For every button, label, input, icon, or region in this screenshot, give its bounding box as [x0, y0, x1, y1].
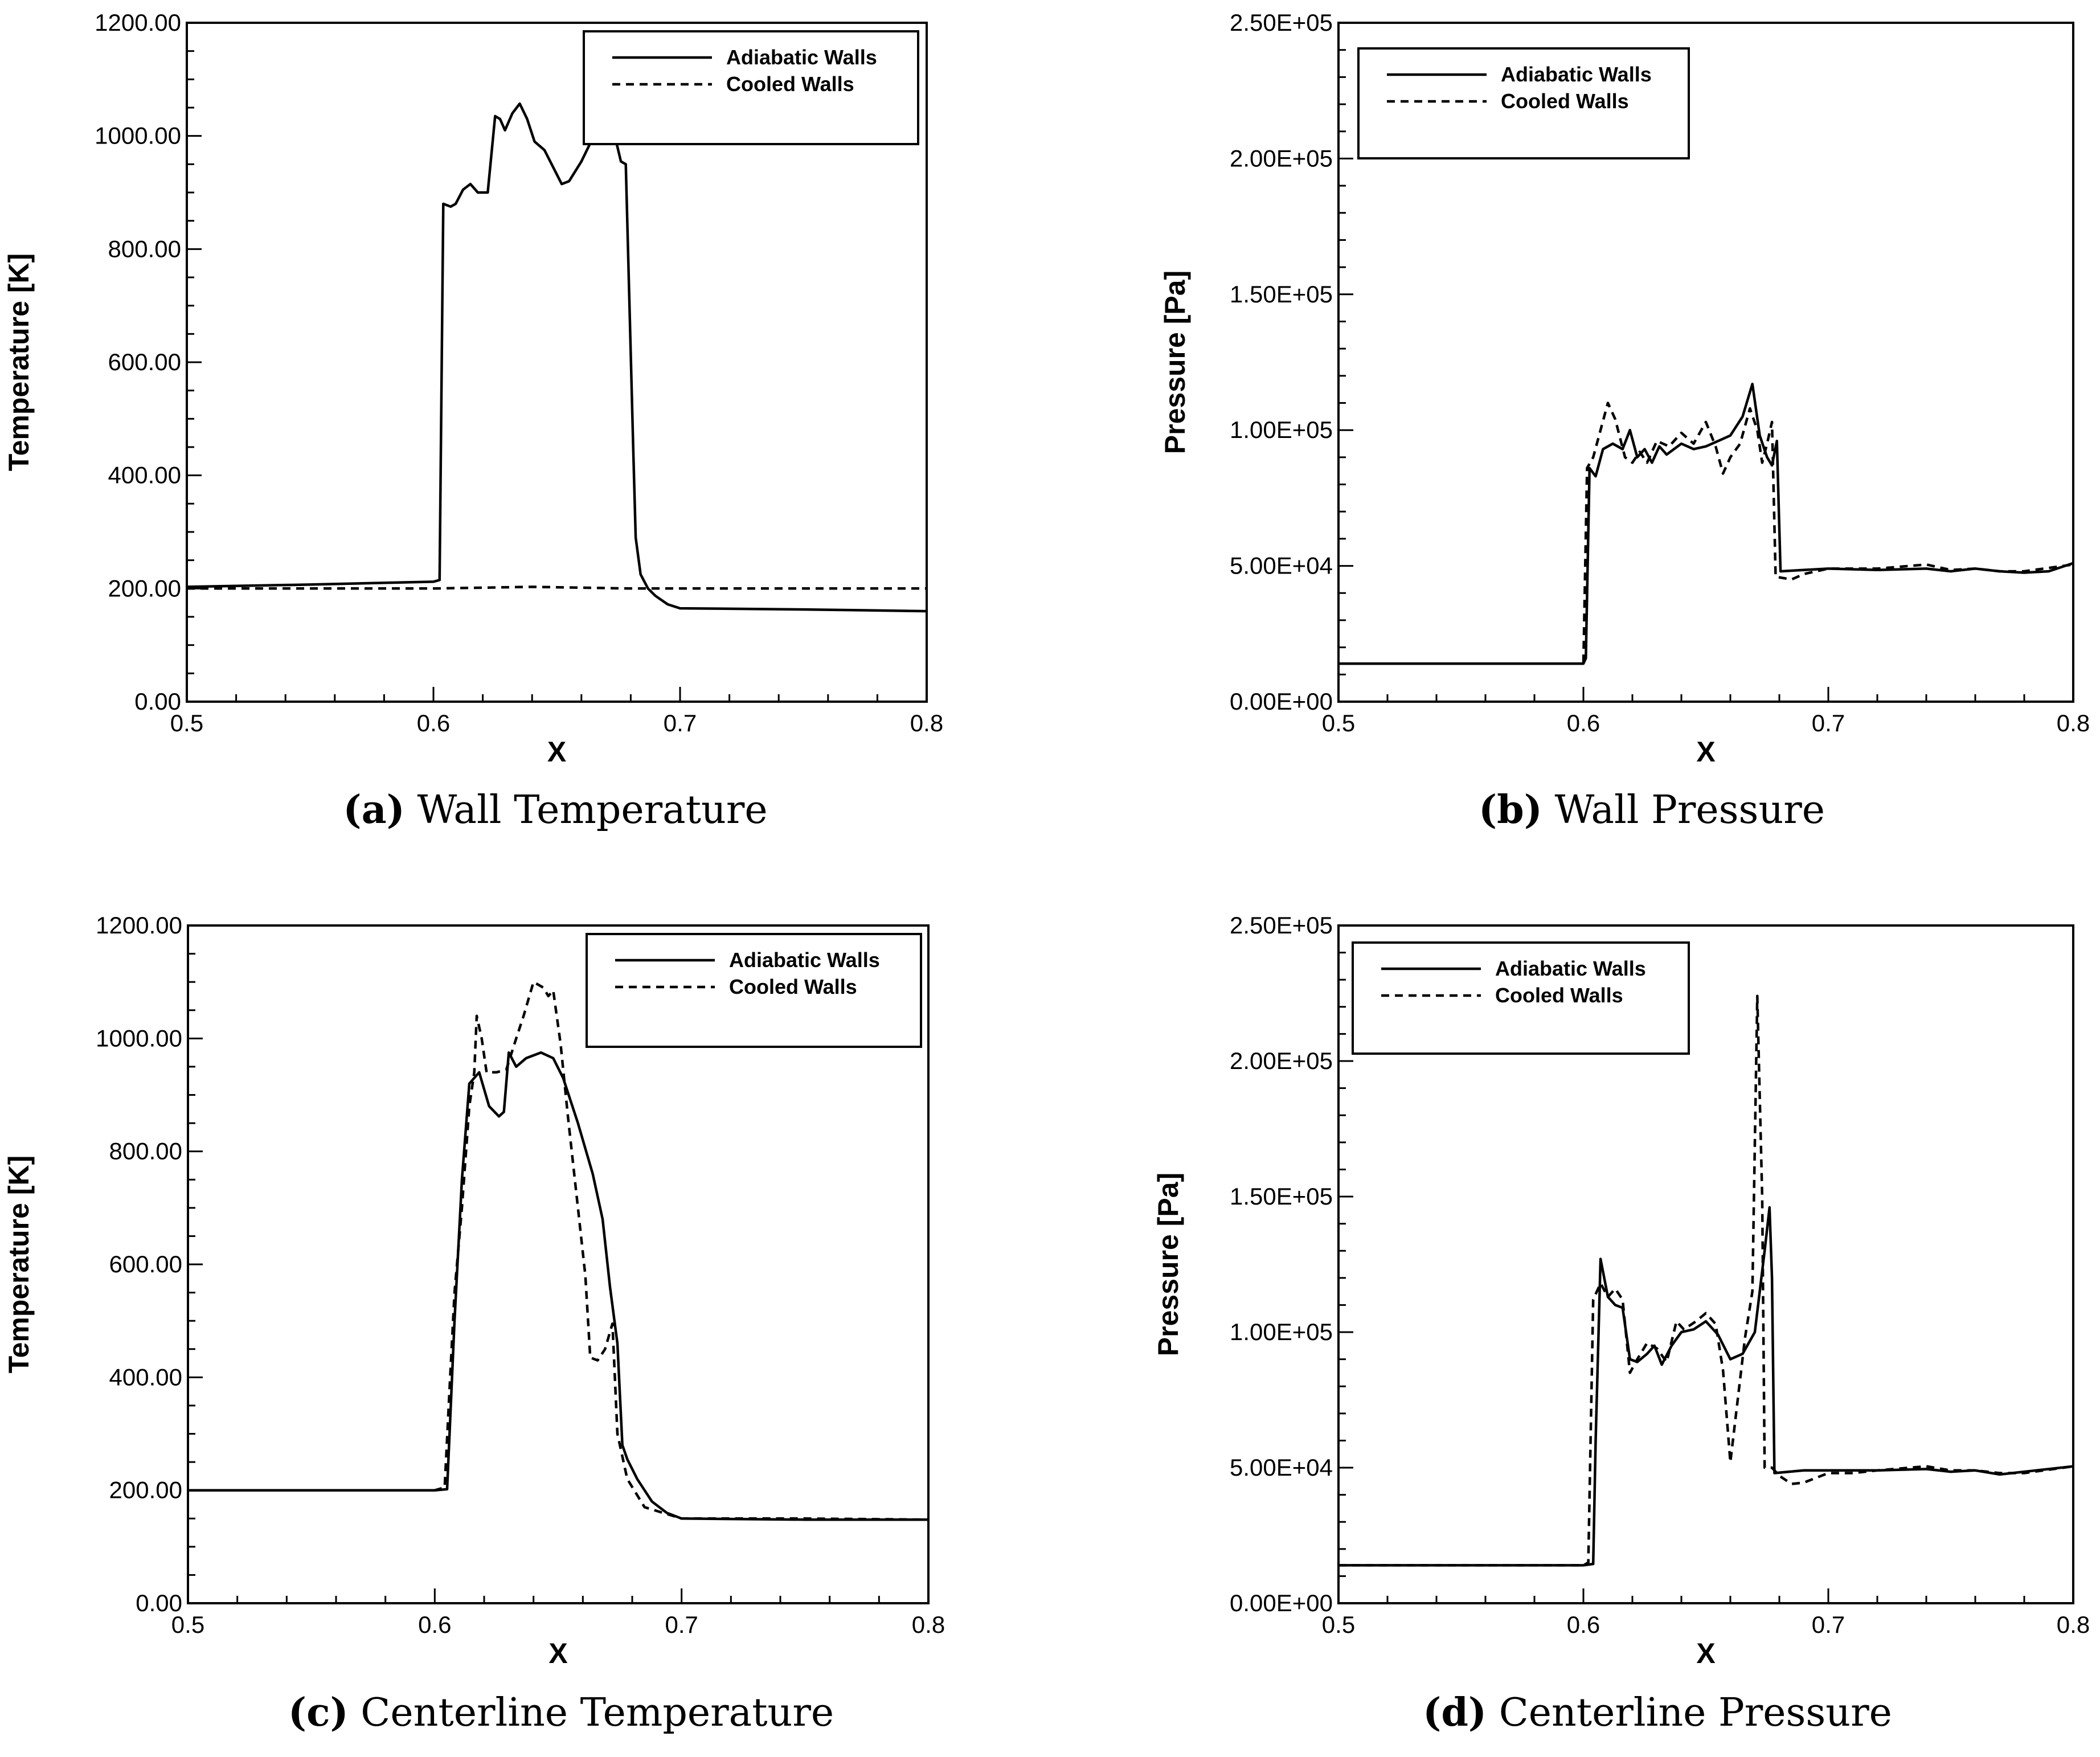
legend-label: Adiabatic Walls — [726, 46, 877, 69]
x-tick-label: 0.6 — [1567, 1611, 1600, 1638]
caption-title: Wall Temperature — [405, 788, 768, 833]
x-tick-label: 0.6 — [417, 710, 450, 736]
x-tick-label: 0.7 — [665, 1611, 698, 1638]
caption-letter: (b) — [1479, 787, 1542, 833]
x-tick-label: 0.7 — [1812, 1611, 1845, 1638]
series-line-cooled-walls — [187, 585, 927, 590]
y-tick-label: 400.00 — [108, 462, 181, 489]
caption-title: Centerline Pressure — [1487, 1690, 1892, 1735]
y-tick-label: 2.00E+05 — [1230, 145, 1333, 171]
series-line-cooled-walls — [1338, 402, 2073, 665]
x-axis-title: X — [1696, 1637, 1715, 1669]
y-tick-label: 600.00 — [109, 1251, 182, 1277]
legend: Adiabatic Walls Cooled Walls — [1352, 941, 1690, 1055]
legend-label: Adiabatic Walls — [729, 948, 880, 972]
series-line-adiabatic-walls — [1338, 1206, 2073, 1567]
y-tick-label: 2.00E+05 — [1230, 1047, 1333, 1074]
legend-box — [1357, 47, 1690, 159]
caption-letter: (c) — [288, 1690, 349, 1735]
caption-letter: (a) — [343, 787, 404, 833]
series-line-cooled-walls — [1338, 994, 2073, 1567]
y-axis-title: Temperature [K] — [3, 1156, 35, 1373]
legend-box — [586, 933, 922, 1048]
legend-label: Adiabatic Walls — [1495, 957, 1646, 980]
panel-caption: (a) Wall Temperature — [343, 787, 767, 833]
legend: Adiabatic Walls Cooled Walls — [586, 933, 922, 1048]
y-axis-title: Pressure [Pa] — [1152, 1173, 1184, 1356]
plot-frame — [1337, 924, 2074, 1604]
x-tick-label: 0.6 — [1567, 710, 1600, 736]
x-tick-label: 0.8 — [912, 1611, 945, 1638]
chart-panel-centerline-pressure: 0.00E+00 5.00E+04 1.00E+05 1.50E+05 2.00E+05… — [1152, 912, 2090, 1735]
y-tick-label: 1000.00 — [95, 122, 181, 149]
x-tick-label: 0.5 — [1322, 1611, 1355, 1638]
y-tick-label: 0.00E+00 — [1230, 1590, 1333, 1616]
legend-box — [583, 30, 919, 145]
y-tick-label: 2.50E+05 — [1230, 9, 1333, 36]
panel-caption: (c) Centerline Temperature — [288, 1690, 834, 1735]
y-tick-label: 0.00E+00 — [1230, 688, 1333, 715]
panel-caption: (b) Wall Pressure — [1479, 787, 1825, 833]
y-tick-label: 200.00 — [108, 575, 181, 601]
y-tick-label: 1.00E+05 — [1230, 1318, 1333, 1345]
chart-panel-wall-pressure: 0.00E+00 5.00E+04 1.00E+05 1.50E+05 2.00E+05… — [1159, 9, 2090, 833]
y-axis-title: Pressure [Pa] — [1159, 271, 1191, 454]
x-tick-label: 0.5 — [171, 1611, 204, 1638]
x-tick-label: 0.8 — [2057, 710, 2090, 736]
y-tick-label: 1.50E+05 — [1230, 1183, 1333, 1210]
y-tick-label: 200.00 — [109, 1477, 182, 1504]
y-tick-label: 2.50E+05 — [1230, 912, 1333, 939]
y-axis-title: Temperature [K] — [3, 253, 35, 471]
series-line-adiabatic-walls — [187, 102, 927, 613]
y-tick-label: 5.00E+04 — [1230, 1454, 1333, 1481]
x-tick-label: 0.5 — [1322, 710, 1355, 736]
y-tick-label: 1.00E+05 — [1230, 416, 1333, 443]
x-tick-label: 0.8 — [910, 710, 943, 736]
legend-label: Cooled Walls — [1501, 89, 1629, 113]
legend-label: Adiabatic Walls — [1501, 63, 1652, 86]
chart-panel-centerline-temperature: 0.00 200.00 400.00 600.00 800.00 1000.00 1200.… — [3, 912, 945, 1735]
y-tick-label: 1.50E+05 — [1230, 281, 1333, 308]
y-tick-label: 800.00 — [109, 1138, 182, 1165]
y-tick-label: 0.00 — [136, 1590, 182, 1616]
x-tick-label: 0.7 — [664, 710, 697, 736]
caption-title: Centerline Temperature — [349, 1690, 834, 1735]
x-axis-title: X — [548, 1637, 567, 1669]
x-tick-label: 0.6 — [418, 1611, 451, 1638]
series-line-cooled-walls — [188, 980, 928, 1521]
series-line-adiabatic-walls — [1338, 382, 2073, 665]
y-tick-label: 1000.00 — [96, 1025, 182, 1051]
y-tick-label: 800.00 — [108, 235, 181, 262]
legend-box — [1352, 941, 1690, 1055]
panel-caption: (d) Centerline Pressure — [1423, 1690, 1892, 1735]
legend-label: Cooled Walls — [1495, 984, 1623, 1007]
series-line-adiabatic-walls — [188, 1051, 928, 1521]
legend-label: Cooled Walls — [726, 72, 854, 96]
plot-frame — [1337, 22, 2074, 703]
y-tick-label: 400.00 — [109, 1363, 182, 1390]
y-tick-label: 1200.00 — [95, 9, 181, 36]
panels-layer: 0.00 200.00 400.00 600.00 800.00 1000.00 1200.… — [3, 9, 2090, 1735]
x-axis-title: X — [1696, 736, 1715, 768]
caption-title: Wall Pressure — [1542, 788, 1825, 833]
y-tick-label: 5.00E+04 — [1230, 552, 1333, 579]
x-tick-label: 0.8 — [2057, 1611, 2090, 1638]
caption-letter: (d) — [1423, 1690, 1487, 1735]
legend: Adiabatic Walls Cooled Walls — [583, 30, 919, 145]
x-axis-title: X — [547, 736, 566, 768]
y-tick-label: 600.00 — [108, 349, 181, 375]
legend: Adiabatic Walls Cooled Walls — [1357, 47, 1690, 159]
y-tick-label: 0.00 — [134, 688, 181, 715]
y-tick-label: 1200.00 — [96, 912, 182, 939]
x-tick-label: 0.7 — [1812, 710, 1845, 736]
chart-panel-wall-temperature: 0.00 200.00 400.00 600.00 800.00 1000.00 1200.… — [3, 9, 943, 833]
x-tick-label: 0.5 — [170, 710, 203, 736]
legend-label: Cooled Walls — [729, 975, 857, 998]
